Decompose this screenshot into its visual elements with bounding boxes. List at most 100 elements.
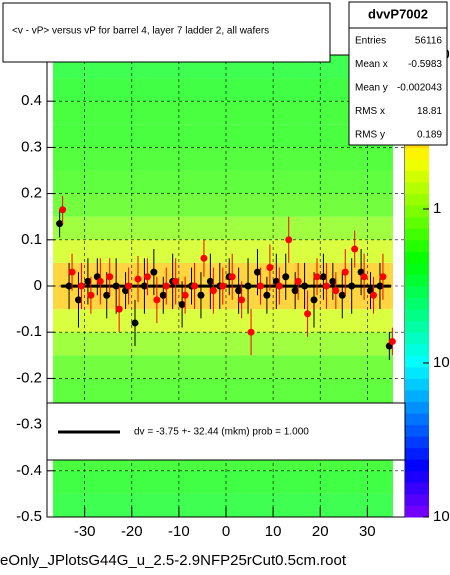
stats-label: Mean y [355, 83, 388, 94]
palette-step [405, 401, 429, 414]
data-point [285, 236, 293, 244]
data-point [301, 282, 309, 290]
stats-value: -0.002043 [397, 83, 442, 94]
data-point [74, 296, 82, 304]
data-point [181, 291, 189, 299]
density-cell [53, 193, 393, 217]
data-point [253, 268, 261, 276]
palette-step [405, 493, 429, 506]
x-tick-label: 0 [222, 523, 230, 540]
data-point [247, 328, 255, 336]
data-point [131, 319, 139, 327]
palette-step [405, 286, 429, 299]
data-point [304, 310, 312, 318]
data-point [96, 277, 104, 285]
data-point [59, 206, 67, 214]
data-point [209, 287, 217, 295]
data-point [332, 287, 340, 295]
data-point [238, 296, 246, 304]
data-point [360, 273, 368, 281]
legend-box [46, 402, 406, 461]
palette-step [405, 193, 429, 206]
palette-step [405, 262, 429, 275]
palette-step [405, 366, 429, 379]
y-tick-label: -0.5 [16, 508, 42, 525]
data-point [106, 273, 114, 281]
stats-label: Entries [355, 36, 386, 47]
data-point [125, 282, 133, 290]
x-tick-label: -10 [168, 523, 190, 540]
density-cell [53, 101, 393, 125]
y-tick-label: -0.4 [16, 462, 42, 479]
stats-value: -0.5983 [408, 59, 442, 70]
palette-step [405, 147, 429, 160]
footer: eOnly_JPlotsG44G_u_2.5-2.9NFP25rCut0.5cm… [0, 552, 347, 569]
palette-step [405, 274, 429, 287]
data-point [103, 291, 111, 299]
data-point [134, 275, 142, 283]
density-cell [53, 470, 393, 494]
data-point [310, 296, 318, 304]
x-tick-label: 20 [312, 523, 329, 540]
x-tick-label: 10 [265, 523, 282, 540]
palette-step [405, 459, 429, 472]
data-point [178, 300, 186, 308]
z-tick-label: 10⁻¹ [433, 354, 450, 371]
density-cell [53, 78, 393, 102]
palette-step [405, 378, 429, 391]
legend-text: dv = -3.75 +- 32.44 (mkm) prob = 1.000 [134, 427, 309, 438]
z-tick-label: 1 [433, 200, 441, 217]
density-cell [53, 239, 393, 263]
density-cell [53, 378, 393, 402]
data-point [219, 282, 227, 290]
data-point [291, 287, 299, 295]
palette-step [405, 436, 429, 449]
data-point [87, 291, 95, 299]
stats-value: 56116 [415, 36, 443, 47]
palette-step [405, 239, 429, 252]
stats-label: RMS x [355, 106, 385, 117]
palette-step [405, 216, 429, 229]
y-tick-label: 0.3 [21, 138, 42, 155]
stats-box [348, 1, 448, 146]
data-point [172, 277, 180, 285]
data-point [162, 282, 170, 290]
data-point [294, 277, 302, 285]
palette-step [405, 320, 429, 333]
palette-step [405, 228, 429, 241]
data-point [322, 282, 330, 290]
data-point [376, 282, 384, 290]
title-box [2, 2, 331, 63]
density-cell [53, 216, 393, 240]
data-point [319, 273, 327, 281]
palette-step [405, 413, 429, 426]
density-cell [53, 170, 393, 194]
data-point [266, 264, 274, 272]
z-tick-label: 10⁻² [433, 508, 450, 525]
data-point [275, 282, 283, 290]
data-point [112, 282, 120, 290]
data-point [282, 273, 290, 281]
palette-step [405, 332, 429, 345]
density-cell [53, 147, 393, 171]
data-point [338, 291, 346, 299]
palette-step [405, 251, 429, 264]
y-tick-label: -0.1 [16, 323, 42, 340]
data-point [56, 220, 64, 228]
density-cell [53, 493, 393, 517]
data-point [65, 282, 73, 290]
y-tick-label: 0.1 [21, 231, 42, 248]
palette-step [405, 170, 429, 183]
data-point [388, 337, 396, 345]
stats-title: dvvP7002 [368, 6, 428, 21]
palette-step [405, 309, 429, 322]
data-point [206, 277, 214, 285]
data-point [159, 291, 167, 299]
palette-step [405, 424, 429, 437]
density-cell [53, 124, 393, 148]
data-point [197, 291, 205, 299]
palette-step [405, 470, 429, 483]
data-point [200, 254, 208, 262]
